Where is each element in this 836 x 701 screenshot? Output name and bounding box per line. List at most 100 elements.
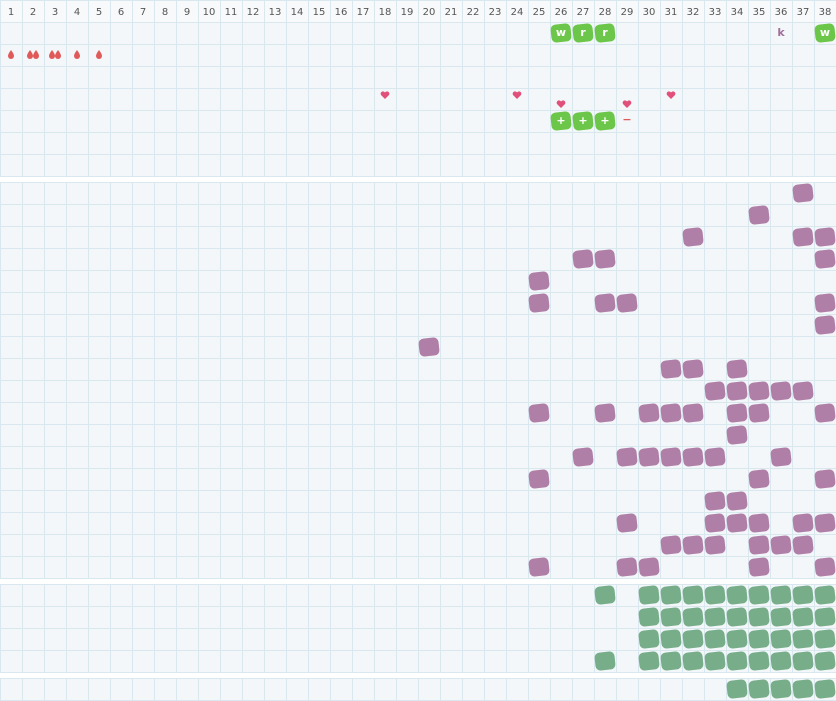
- tag: [572, 23, 594, 43]
- tag-letter: w: [556, 26, 566, 39]
- green-block: [748, 629, 770, 649]
- purple-block: [528, 271, 550, 291]
- purple-block: [682, 403, 704, 423]
- green-block: [638, 629, 660, 649]
- column-number: 12: [247, 7, 260, 18]
- purple-block: [814, 403, 836, 423]
- green-block: [748, 607, 770, 627]
- green-block: [594, 651, 616, 671]
- purple-block: [814, 227, 836, 247]
- green-block: [726, 629, 748, 649]
- column-number: 13: [269, 7, 282, 18]
- purple-block: [814, 293, 836, 313]
- column-number: 6: [118, 7, 124, 18]
- green-block: [814, 607, 836, 627]
- tag: [550, 23, 572, 43]
- purple-block: [660, 403, 682, 423]
- purple-block: [726, 403, 748, 423]
- purple-block: [418, 337, 440, 357]
- green-block: [704, 585, 726, 605]
- purple-block: [704, 535, 726, 555]
- heart-icon: [622, 100, 632, 108]
- purple-block: [682, 535, 704, 555]
- column-number: 38: [819, 7, 832, 18]
- column-number: 9: [184, 7, 190, 18]
- purple-block: [704, 513, 726, 533]
- purple-block: [792, 227, 814, 247]
- column-number: 32: [687, 7, 700, 18]
- purple-block: [792, 183, 814, 203]
- purple-block: [704, 381, 726, 401]
- purple-block: [660, 447, 682, 467]
- tag-letter: r: [580, 26, 586, 39]
- green-block: [594, 585, 616, 605]
- column-number: 17: [357, 7, 370, 18]
- purple-block: [814, 249, 836, 269]
- purple-block: [814, 469, 836, 489]
- column-number: 10: [203, 7, 216, 18]
- tag: [594, 111, 616, 131]
- purple-block: [528, 469, 550, 489]
- purple-block: [726, 513, 748, 533]
- column-number: 11: [225, 7, 238, 18]
- drop-icon: [49, 50, 55, 59]
- column-number: 14: [291, 7, 304, 18]
- column-number: 37: [797, 7, 810, 18]
- column-number: 21: [445, 7, 458, 18]
- purple-block: [748, 205, 770, 225]
- column-number: 16: [335, 7, 348, 18]
- column-number: 25: [533, 7, 546, 18]
- green-block: [792, 607, 814, 627]
- heart-icon: [666, 91, 676, 99]
- purple-block: [770, 447, 792, 467]
- purple-block: [616, 557, 638, 577]
- column-number: 27: [577, 7, 590, 18]
- purple-block: [792, 513, 814, 533]
- column-number: 26: [555, 7, 568, 18]
- column-number: 20: [423, 7, 436, 18]
- purple-block: [748, 535, 770, 555]
- purple-block: [748, 469, 770, 489]
- green-block: [792, 629, 814, 649]
- tag: [594, 23, 616, 43]
- plus: +: [600, 114, 609, 127]
- column-number: 33: [709, 7, 722, 18]
- green-block: [638, 651, 660, 671]
- purple-block: [770, 535, 792, 555]
- green-block: [792, 585, 814, 605]
- purple-block: [792, 381, 814, 401]
- green-block: [704, 651, 726, 671]
- purple-block: [726, 491, 748, 511]
- green-block: [660, 629, 682, 649]
- purple-block: [814, 557, 836, 577]
- purple-block: [770, 381, 792, 401]
- purple-block: [814, 513, 836, 533]
- drop-icon: [74, 50, 80, 59]
- plus: +: [556, 114, 565, 127]
- green-block: [682, 629, 704, 649]
- drop-icon: [55, 50, 61, 59]
- column-number: 1: [8, 7, 14, 18]
- column-number: 22: [467, 7, 480, 18]
- green-block: [770, 651, 792, 671]
- purple-block: [682, 359, 704, 379]
- purple-block: [660, 359, 682, 379]
- column-number: 3: [52, 7, 58, 18]
- green-block: [748, 651, 770, 671]
- column-number: 5: [96, 7, 102, 18]
- purple-block: [660, 535, 682, 555]
- green-block: [682, 651, 704, 671]
- column-number: 4: [74, 7, 80, 18]
- green-block: [682, 585, 704, 605]
- green-block: [660, 651, 682, 671]
- purple-block: [616, 293, 638, 313]
- heart-icon: [380, 91, 390, 99]
- purple-block: [572, 447, 594, 467]
- drop-icon: [33, 50, 39, 59]
- plus: +: [578, 114, 587, 127]
- purple-block: [682, 227, 704, 247]
- column-number: 7: [140, 7, 146, 18]
- green-block: [726, 651, 748, 671]
- green-block: [638, 585, 660, 605]
